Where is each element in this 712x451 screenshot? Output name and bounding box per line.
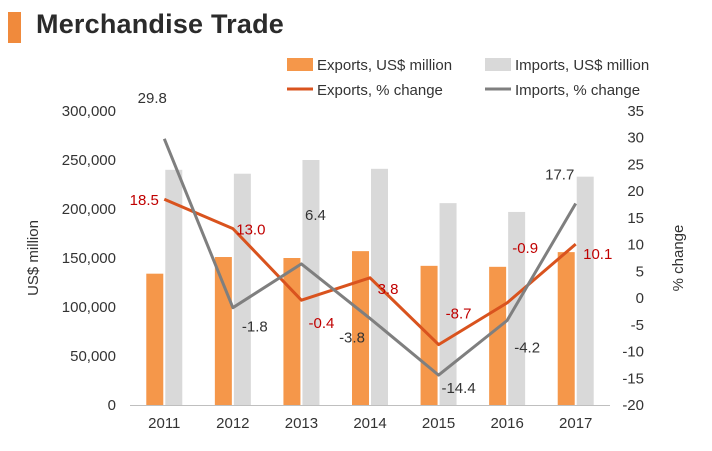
y-axis-title: US$ million <box>25 220 42 296</box>
exports-bar <box>283 258 301 405</box>
imports-pct-label: 17.7 <box>545 166 574 183</box>
imports-bar <box>508 211 526 405</box>
exports-pct-label: -0.9 <box>512 240 538 257</box>
imports-pct-line <box>162 138 577 377</box>
y-tick-label: 100,000 <box>62 299 116 316</box>
imports-pct-label: 6.4 <box>305 207 326 224</box>
exports-pct-label: 10.1 <box>583 246 612 263</box>
exports-bar <box>489 266 507 405</box>
y2-tick-label: 35 <box>627 103 644 120</box>
y2-tick-label: -5 <box>631 317 644 334</box>
y2-tick-label: 15 <box>627 210 644 227</box>
imports-pct-label: -3.8 <box>339 329 365 346</box>
legend-label: Imports, % change <box>515 82 640 99</box>
exports-pct-line <box>163 197 577 347</box>
legend-swatch <box>287 58 313 71</box>
y-tick-label: 200,000 <box>62 201 116 218</box>
y2-tick-label: -20 <box>622 397 644 414</box>
y2-tick-label: 0 <box>636 290 644 307</box>
y-tick-label: 0 <box>108 397 116 414</box>
chart-title: Merchandise Trade <box>36 9 284 39</box>
exports-bar <box>352 251 369 405</box>
x-tick-label: 2012 <box>216 415 249 432</box>
imports-bar <box>439 203 457 405</box>
exports-bar <box>214 257 232 405</box>
y2-tick-label: 30 <box>627 130 644 147</box>
imports-pct-label: -1.8 <box>242 319 268 336</box>
y-tick-label: 300,000 <box>62 103 116 120</box>
y2-axis-title: % change <box>670 225 687 292</box>
imports-bar <box>233 173 251 405</box>
exports-pct-label: -8.7 <box>446 306 472 323</box>
imports-bar <box>302 160 320 405</box>
exports-pct-label: 3.8 <box>378 281 399 298</box>
x-tick-label: 2016 <box>490 415 523 432</box>
imports-pct-label: -4.2 <box>514 340 540 357</box>
x-tick-label: 2017 <box>559 415 592 432</box>
y2-tick-label: -15 <box>622 370 644 387</box>
exports-pct-label: 18.5 <box>130 192 159 209</box>
exports-bar <box>146 273 164 405</box>
x-tick-label: 2011 <box>148 415 180 432</box>
legend: Exports, US$ million Imports, US$ million… <box>287 57 649 99</box>
y2-tick-label: 5 <box>636 263 644 280</box>
imports-bar <box>165 169 183 405</box>
y2-tick-label: 10 <box>627 237 644 254</box>
y-tick-label: 250,000 <box>62 152 116 169</box>
data-labels: 18.5 13.0 -0.4 3.8 -8.7 -0.9 10.1 29.8 -1.8 6.4 -3… <box>130 90 613 397</box>
lines <box>162 138 577 377</box>
legend-label: Exports, US$ million <box>317 57 452 74</box>
imports-pct-label: -14.4 <box>441 380 475 397</box>
bars <box>146 160 594 405</box>
legend-label: Exports, % change <box>317 82 443 99</box>
imports-pct-label: 29.8 <box>138 90 167 107</box>
legend-swatch <box>485 58 511 71</box>
axes: 2011 2012 2013 2014 2015 2016 2017050,000100,0… <box>25 103 687 432</box>
y-tick-label: 50,000 <box>70 348 116 365</box>
x-tick-label: 2015 <box>422 415 455 432</box>
x-tick-label: 2014 <box>353 415 386 432</box>
legend-label: Imports, US$ million <box>515 57 649 74</box>
x-tick-label: 2013 <box>285 415 318 432</box>
y2-tick-label: -10 <box>622 344 644 361</box>
y2-tick-label: 25 <box>627 156 644 173</box>
exports-pct-label: 13.0 <box>236 222 265 239</box>
title-accent-bar <box>8 12 21 43</box>
exports-pct-label: -0.4 <box>308 315 334 332</box>
y2-tick-label: 20 <box>627 183 644 200</box>
y-tick-label: 150,000 <box>62 250 116 267</box>
exports-bar <box>557 252 575 405</box>
imports-bar <box>576 176 594 405</box>
